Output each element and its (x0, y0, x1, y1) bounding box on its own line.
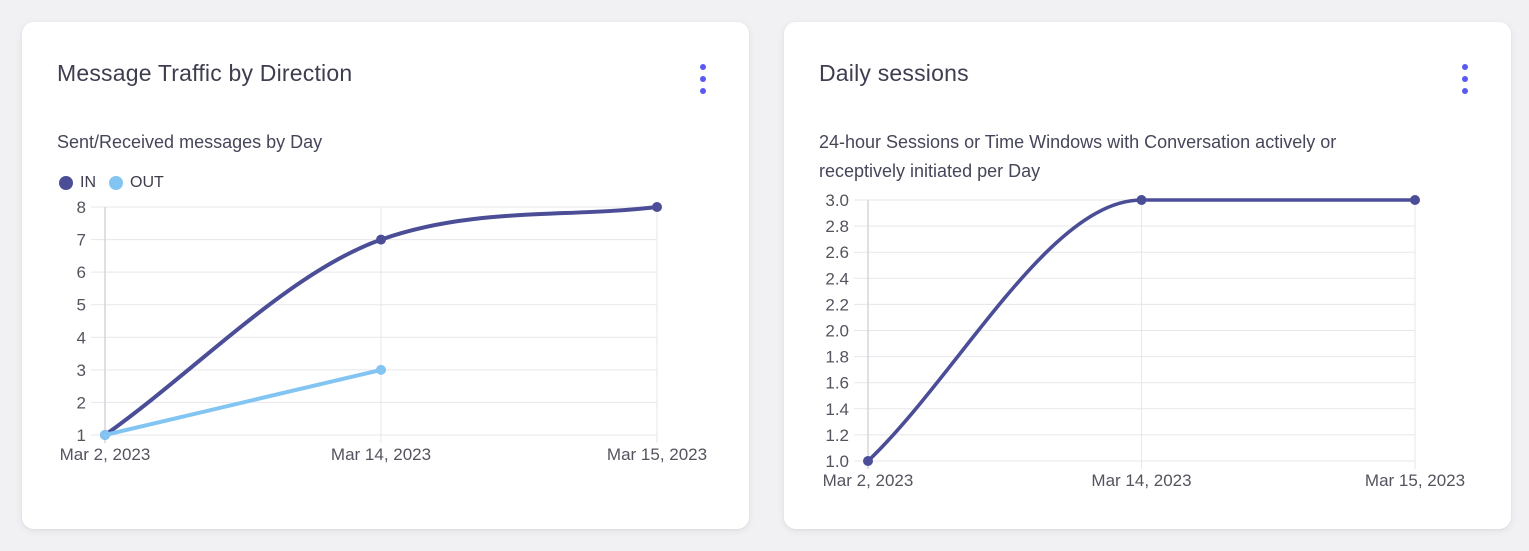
card-subtitle: 24-hour Sessions or Time Windows with Co… (819, 132, 1337, 181)
data-point[interactable] (100, 429, 110, 440)
y-tick-label: 7 (77, 230, 86, 249)
series-line-daily-sessions (866, 197, 1417, 463)
data-point[interactable] (376, 234, 386, 245)
x-tick-label: Mar 14, 2023 (331, 445, 431, 464)
x-tick-label: Mar 14, 2023 (1091, 471, 1191, 490)
kebab-dot (700, 88, 706, 94)
legend-label: OUT (130, 173, 164, 191)
card-header: Daily sessions (819, 60, 1476, 96)
kebab-dot (1462, 88, 1468, 94)
legend-item-in[interactable]: IN (59, 174, 96, 192)
card-message-traffic: Message Traffic by Direction Sent/Receiv… (22, 22, 749, 529)
data-point[interactable] (376, 364, 386, 375)
card-subtitle: Sent/Received messages by Day (57, 132, 323, 152)
kebab-dot (1462, 76, 1468, 82)
kebab-menu-icon[interactable] (694, 62, 712, 96)
y-tick-label: 1 (77, 426, 86, 445)
y-tick-label: 2.6 (825, 243, 849, 262)
y-tick-label: 1.4 (825, 399, 849, 418)
kebab-dot (700, 64, 706, 70)
y-tick-label: 6 (77, 263, 86, 282)
card-title: Daily sessions (819, 60, 969, 86)
y-tick-label: 2 (77, 393, 86, 412)
x-tick-label: Mar 2, 2023 (823, 471, 914, 490)
x-tick-label: Mar 15, 2023 (607, 445, 707, 464)
daily-sessions-line-chart: 1.0 1.2 1.4 1.6 1.8 2.0 2.2 2.4 2.6 2.8 3.0 Mar 2, … (823, 191, 1465, 490)
legend-item-out[interactable]: OUT (109, 174, 164, 192)
y-tick-label: 1.0 (825, 452, 849, 471)
y-tick-label: 1.8 (825, 347, 849, 366)
kebab-menu-icon[interactable] (1456, 62, 1474, 96)
y-tick-label: 3.0 (825, 191, 849, 210)
y-tick-label: 4 (77, 328, 86, 347)
y-tick-label: 2.2 (825, 295, 849, 314)
data-point[interactable] (652, 201, 662, 212)
y-tick-label: 2.0 (825, 321, 849, 340)
legend-dot (59, 175, 73, 190)
y-tick-label: 1.6 (825, 373, 849, 392)
data-point[interactable] (1136, 194, 1147, 205)
legend-dot (109, 175, 123, 190)
y-tick-label: 2.4 (825, 269, 849, 288)
chart-legend: IN OUT (59, 173, 714, 193)
kebab-dot (1462, 64, 1468, 70)
y-tick-label: 8 (77, 198, 86, 217)
y-tick-label: 2.8 (825, 217, 849, 236)
card-daily-sessions: Daily sessions 24-hour Sessions or Time … (784, 22, 1511, 529)
y-tick-label: 1.2 (825, 425, 849, 444)
kebab-dot (700, 76, 706, 82)
y-tick-label: 3 (77, 361, 86, 380)
y-tick-label: 5 (77, 295, 86, 314)
card-title: Message Traffic by Direction (57, 60, 353, 86)
x-tick-label: Mar 2, 2023 (60, 445, 151, 464)
legend-label: IN (80, 173, 96, 191)
data-point[interactable] (863, 455, 873, 466)
message-traffic-line-chart: 1 2 3 4 5 6 7 8 Mar 2, 2023 Mar 14, 2023 Mar 15, 2… (60, 198, 707, 464)
series-line-out (103, 367, 383, 437)
data-point[interactable] (1410, 194, 1420, 205)
card-header: Message Traffic by Direction (57, 60, 714, 96)
x-tick-label: Mar 15, 2023 (1365, 471, 1465, 490)
